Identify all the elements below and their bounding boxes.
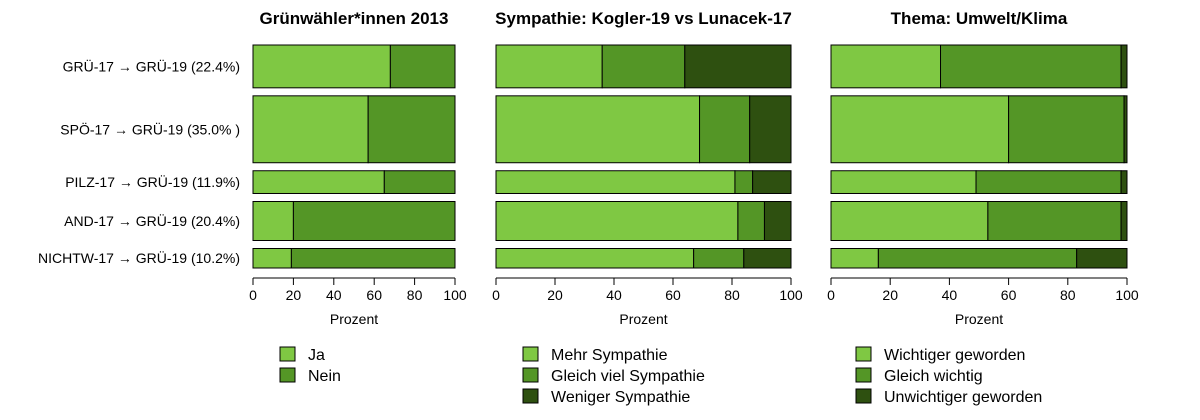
bar-segment bbox=[684, 44, 792, 89]
bar-segment bbox=[389, 44, 456, 89]
x-tick-label: 80 bbox=[407, 287, 423, 303]
x-tick-label: 80 bbox=[724, 287, 740, 303]
bar-segment bbox=[495, 247, 695, 269]
legend-swatch bbox=[855, 346, 872, 362]
bar-segment bbox=[383, 170, 456, 194]
bar-segment bbox=[763, 200, 792, 241]
legend-swatch bbox=[855, 367, 872, 383]
legend-swatch bbox=[522, 346, 539, 362]
x-tick-label: 80 bbox=[1060, 287, 1076, 303]
bar-segment bbox=[752, 170, 792, 194]
bar-segment bbox=[495, 44, 603, 89]
x-tick-label: 40 bbox=[606, 287, 622, 303]
panel-title: Grünwähler*innen 2013 bbox=[260, 9, 449, 28]
x-axis-label: Prozent bbox=[330, 311, 378, 327]
bar-segment bbox=[737, 200, 765, 241]
bar-segment bbox=[1123, 95, 1128, 164]
x-tick-label: 100 bbox=[1115, 287, 1139, 303]
bar-segment bbox=[940, 44, 1122, 89]
row-label: SPÖ-17 → GRÜ-19 (35.0% ) bbox=[60, 120, 240, 137]
x-tick-label: 20 bbox=[882, 287, 898, 303]
x-tick-label: 0 bbox=[492, 287, 500, 303]
bar-segment bbox=[601, 44, 686, 89]
x-tick-label: 100 bbox=[443, 287, 467, 303]
x-tick-label: 40 bbox=[326, 287, 342, 303]
bar-segment bbox=[1120, 44, 1128, 89]
bar-segment bbox=[693, 247, 745, 269]
bar-segment bbox=[1120, 170, 1128, 194]
legend-swatch bbox=[279, 367, 296, 383]
bar-segment bbox=[252, 44, 391, 89]
bar-segment bbox=[252, 170, 385, 194]
x-tick-label: 0 bbox=[827, 287, 835, 303]
x-tick-label: 20 bbox=[286, 287, 302, 303]
legend-swatch bbox=[522, 388, 539, 404]
bar-segment bbox=[252, 200, 294, 241]
bar-segment bbox=[1120, 200, 1128, 241]
legend-swatch bbox=[279, 346, 296, 362]
x-tick-label: 100 bbox=[779, 287, 803, 303]
panel-title: Sympathie: Kogler-19 vs Lunacek-17 bbox=[495, 9, 792, 28]
row-label: AND-17 → GRÜ-19 (20.4%) bbox=[64, 212, 240, 229]
x-tick-label: 60 bbox=[366, 287, 382, 303]
legend-label: Ja bbox=[308, 347, 325, 364]
legend-label: Gleich viel Sympathie bbox=[551, 368, 705, 385]
x-axis-label: Prozent bbox=[955, 311, 1003, 327]
bar-segment bbox=[367, 95, 456, 164]
bar-segment bbox=[830, 44, 942, 89]
x-tick-label: 0 bbox=[249, 287, 257, 303]
bar-segment bbox=[743, 247, 792, 269]
bar-segment bbox=[877, 247, 1078, 269]
legend-swatch bbox=[522, 367, 539, 383]
bar-segment bbox=[290, 247, 456, 269]
bar-segment bbox=[495, 170, 736, 194]
bar-segment bbox=[252, 95, 369, 164]
bar-segment bbox=[987, 200, 1122, 241]
row-label: NICHTW-17 → GRÜ-19 (10.2%) bbox=[38, 249, 240, 266]
x-tick-label: 60 bbox=[1001, 287, 1017, 303]
legend-label: Weniger Sympathie bbox=[551, 389, 690, 406]
legend-swatch bbox=[855, 388, 872, 404]
bar-segment bbox=[830, 170, 977, 194]
bar-segment bbox=[830, 247, 879, 269]
bar-segment bbox=[495, 95, 701, 164]
bar-segment bbox=[975, 170, 1122, 194]
legend-label: Gleich wichtig bbox=[884, 368, 983, 385]
bar-segment bbox=[749, 95, 792, 164]
bar-segment bbox=[1076, 247, 1128, 269]
x-axis-label: Prozent bbox=[619, 311, 667, 327]
row-label: GRÜ-17 → GRÜ-19 (22.4%) bbox=[63, 57, 240, 74]
bar-segment bbox=[292, 200, 456, 241]
legend-label: Mehr Sympathie bbox=[551, 347, 668, 364]
legend-label: Unwichtiger geworden bbox=[884, 389, 1042, 406]
x-tick-label: 40 bbox=[942, 287, 958, 303]
bar-segment bbox=[252, 247, 292, 269]
legend-label: Wichtiger geworden bbox=[884, 347, 1025, 364]
bar-segment bbox=[1008, 95, 1125, 164]
bar-segment bbox=[830, 200, 989, 241]
legend-label: Nein bbox=[308, 368, 341, 385]
x-tick-label: 60 bbox=[665, 287, 681, 303]
bar-segment bbox=[699, 95, 751, 164]
panel-title: Thema: Umwelt/Klima bbox=[891, 9, 1068, 28]
x-tick-label: 20 bbox=[547, 287, 563, 303]
bar-segment bbox=[734, 170, 754, 194]
bar-segment bbox=[830, 95, 1010, 164]
bar-segment bbox=[495, 200, 739, 241]
row-label: PILZ-17 → GRÜ-19 (11.9%) bbox=[65, 173, 240, 190]
